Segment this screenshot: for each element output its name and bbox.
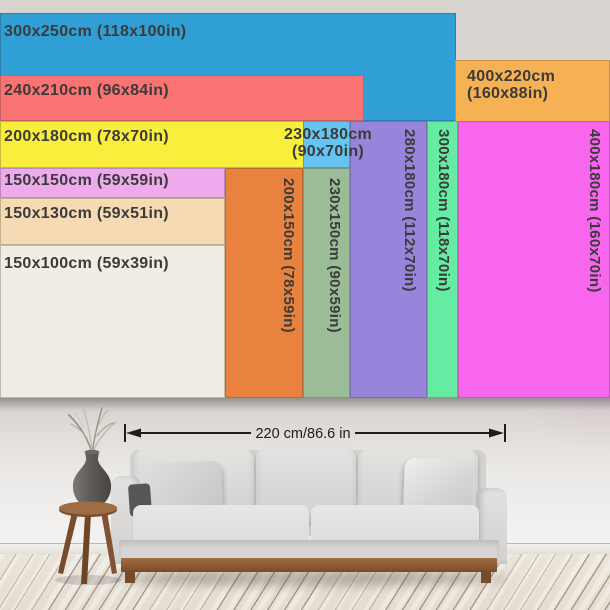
size-label-400x220: 400x220cm (160x88in) bbox=[467, 68, 556, 102]
dried-branches bbox=[68, 406, 117, 455]
size-rect-240x210: 240x210cm (96x84in) bbox=[0, 75, 364, 121]
size-label-200x150: 200x150cm (78x59in) bbox=[280, 178, 297, 333]
size-label-200x180: 200x180cm (78x70in) bbox=[4, 128, 169, 145]
side-table bbox=[58, 501, 117, 584]
sofa-leg-right bbox=[481, 571, 491, 583]
size-label-280x180: 280x180cm (112x70in) bbox=[401, 129, 418, 292]
chart-drop-shadow bbox=[0, 398, 610, 410]
size-rect-150x100: 150x100cm (59x39in) bbox=[0, 245, 225, 398]
size-label-240x210: 240x210cm (96x84in) bbox=[4, 82, 169, 99]
side-table-with-vase bbox=[55, 406, 121, 585]
sofa-base bbox=[119, 540, 499, 562]
sofa-seat-cushion-left bbox=[133, 505, 309, 546]
size-rect-230x180 bbox=[303, 121, 350, 168]
size-label-150x130: 150x130cm (59x51in) bbox=[4, 205, 169, 222]
size-label-230x150: 230x150cm (90x59in) bbox=[326, 178, 343, 333]
size-rect-200x150: 200x150cm (78x59in) bbox=[225, 168, 303, 398]
sofa-seat-cushion-right bbox=[311, 505, 479, 546]
size-rect-150x130: 150x130cm (59x51in) bbox=[0, 198, 225, 245]
room-photo bbox=[0, 398, 610, 610]
dimension-label: 220 cm/86.6 in bbox=[255, 426, 350, 442]
arrowhead-left-icon bbox=[126, 428, 141, 438]
size-rect-400x180: 400x180cm (160x70in) bbox=[458, 121, 610, 398]
vase bbox=[72, 449, 112, 506]
sofa-floor-shadow bbox=[112, 570, 508, 586]
size-label-150x150: 150x150cm (59x59in) bbox=[4, 172, 169, 189]
size-label-230x180: 230x180cm (90x70in) bbox=[283, 126, 373, 160]
dimension-arrow: 220 cm/86.6 in bbox=[124, 424, 506, 442]
size-label-150x100: 150x100cm (59x39in) bbox=[4, 255, 169, 272]
size-label-300x250: 300x250cm (118x100in) bbox=[4, 23, 187, 40]
size-rect-230x150: 230x150cm (90x59in) bbox=[303, 168, 350, 398]
size-label-400x180: 400x180cm (160x70in) bbox=[586, 129, 603, 293]
sofa bbox=[108, 444, 510, 586]
size-label-300x180: 300x180cm (118x70in) bbox=[435, 129, 452, 292]
sofa-leg-left bbox=[125, 571, 135, 583]
sofa-wood-rail bbox=[121, 558, 497, 572]
size-rect-150x150: 150x150cm (59x59in) bbox=[0, 168, 225, 198]
size-rect-280x180: 280x180cm (112x70in) bbox=[350, 121, 427, 398]
size-rect-300x180: 300x180cm (118x70in) bbox=[427, 121, 458, 398]
table-floor-shadow bbox=[55, 575, 121, 585]
arrowhead-right-icon bbox=[489, 428, 504, 438]
